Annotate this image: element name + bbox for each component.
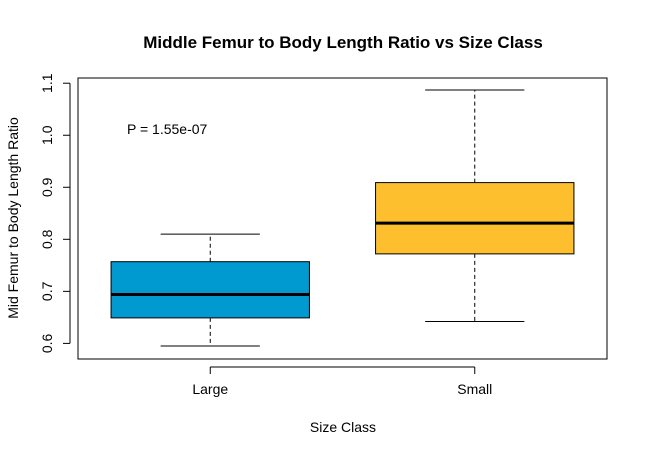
chart-title: Middle Femur to Body Length Ratio vs Siz… <box>143 33 543 52</box>
p-value-annotation: P = 1.55e-07 <box>127 121 208 137</box>
y-axis-label: Mid Femur to Body Length Ratio <box>5 117 21 319</box>
iqr-box <box>375 182 575 255</box>
plot-frame <box>77 77 608 360</box>
iqr-box <box>110 261 310 319</box>
y-tick-label: 0.8 <box>39 229 55 249</box>
x-axis: Large Small <box>192 366 492 397</box>
x-tick-label: Small <box>457 381 492 397</box>
y-tick-label: 1.1 <box>39 73 55 93</box>
box-group <box>110 89 575 347</box>
box-small <box>375 89 575 323</box>
x-axis-label: Size Class <box>310 419 376 435</box>
y-tick-label: 0.7 <box>39 281 55 301</box>
y-tick-label: 0.9 <box>39 177 55 197</box>
y-axis: 0.6 0.7 0.8 0.9 1.0 1.1 <box>39 73 71 353</box>
box-large <box>110 233 310 347</box>
y-tick-label: 0.6 <box>39 333 55 353</box>
x-tick-label: Large <box>192 381 228 397</box>
y-tick-label: 1.0 <box>39 125 55 145</box>
